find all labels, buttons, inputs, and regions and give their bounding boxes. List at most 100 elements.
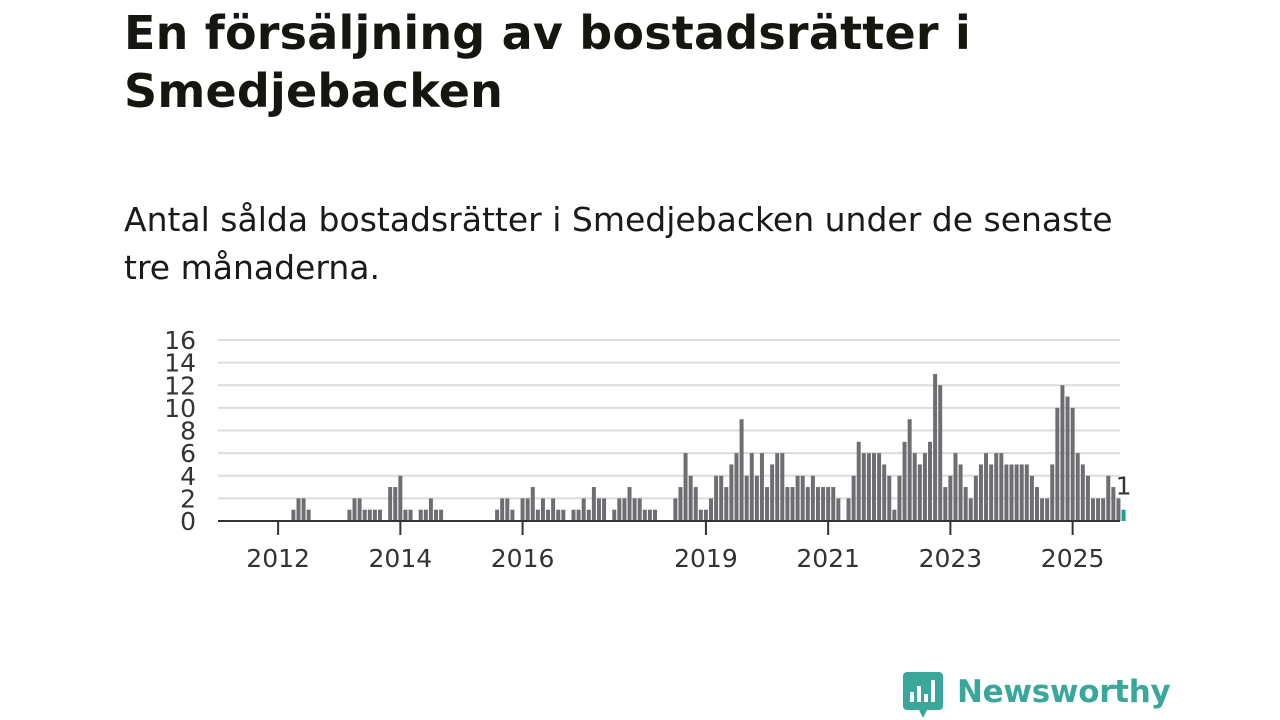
bar — [1009, 464, 1014, 521]
bar — [810, 475, 815, 521]
bar — [953, 453, 958, 521]
bar — [790, 487, 795, 521]
y-tick-label: 14 — [164, 349, 196, 378]
bar — [831, 487, 836, 521]
bar — [530, 487, 535, 521]
bar — [887, 475, 892, 521]
bar — [1050, 464, 1055, 521]
bar — [1029, 475, 1034, 521]
bar — [1096, 498, 1101, 521]
bar — [602, 498, 607, 521]
bar — [1070, 407, 1075, 521]
y-tick-label: 4 — [180, 462, 196, 491]
bar — [836, 498, 841, 521]
bar — [1024, 464, 1029, 521]
bar — [1019, 464, 1024, 521]
bar — [505, 498, 510, 521]
bar — [352, 498, 357, 521]
bar — [403, 509, 408, 521]
bar — [347, 509, 352, 521]
bar — [968, 498, 973, 521]
highlight-value-label: 1 — [1116, 472, 1132, 501]
bar — [765, 487, 770, 521]
y-tick-label: 16 — [164, 326, 196, 355]
bar — [973, 475, 978, 521]
bar — [377, 509, 382, 521]
bar — [892, 509, 897, 521]
bar — [917, 464, 922, 521]
brand-logo-area: Newsworthy — [903, 670, 1171, 720]
bar — [1065, 396, 1070, 521]
bar — [739, 419, 744, 521]
bar — [872, 453, 876, 521]
bar — [673, 498, 678, 521]
bar — [780, 453, 785, 521]
bar — [540, 498, 545, 521]
bar-highlight — [1121, 509, 1126, 521]
newsworthy-chart-bubble-icon — [903, 672, 943, 718]
x-axis-ticks: 2012 2014 2016 2019 2021 2023 2025 — [246, 521, 1104, 573]
bar — [556, 509, 561, 521]
bar — [902, 441, 907, 521]
bar — [367, 509, 372, 521]
bar — [495, 509, 500, 521]
bar — [1101, 498, 1106, 521]
bar — [612, 509, 617, 521]
bar — [1055, 407, 1060, 521]
bar — [291, 509, 296, 521]
bar — [551, 498, 556, 521]
bar — [1060, 385, 1065, 521]
y-tick-label: 2 — [180, 484, 196, 513]
y-tick-label: 10 — [164, 394, 196, 423]
bar — [1075, 453, 1080, 521]
bar — [520, 498, 525, 521]
bar — [877, 453, 882, 521]
bar — [856, 441, 861, 521]
bar — [678, 487, 683, 521]
y-tick-label: 12 — [164, 371, 196, 400]
bar — [393, 487, 398, 521]
bar — [1080, 464, 1085, 521]
brand-name: Newsworthy — [957, 674, 1171, 710]
bar — [1106, 475, 1111, 521]
bar — [714, 475, 719, 521]
bar — [1045, 498, 1050, 521]
bar — [693, 487, 698, 521]
bar — [1085, 475, 1090, 521]
bar — [301, 498, 306, 521]
bar — [688, 475, 693, 521]
bar — [525, 498, 530, 521]
x-tick-label: 2016 — [491, 544, 555, 573]
bars — [291, 373, 1126, 521]
bar — [1111, 487, 1116, 521]
bar — [637, 498, 642, 521]
bar — [642, 509, 647, 521]
bar — [770, 464, 775, 521]
bar — [943, 487, 948, 521]
bar — [978, 464, 983, 521]
x-tick-label: 2019 — [674, 544, 738, 573]
bar — [647, 509, 652, 521]
bar — [821, 487, 826, 521]
bar — [571, 509, 576, 521]
bar — [851, 475, 856, 521]
bar — [372, 509, 377, 521]
bar — [907, 419, 912, 521]
bar — [795, 475, 800, 521]
bar — [428, 498, 433, 521]
bar — [1004, 464, 1009, 521]
bar — [617, 498, 622, 521]
bar — [984, 453, 989, 521]
bar — [785, 487, 790, 521]
bar — [388, 487, 393, 521]
page-title: En försäljning av bostadsrätter i Smedje… — [124, 6, 971, 118]
bar — [698, 509, 703, 521]
bar — [306, 509, 311, 521]
bar — [958, 464, 963, 521]
bar — [418, 509, 423, 521]
bar — [408, 509, 413, 521]
bar — [683, 453, 688, 521]
x-tick-label: 2012 — [246, 544, 310, 573]
bar — [586, 509, 591, 521]
bar — [800, 475, 805, 521]
